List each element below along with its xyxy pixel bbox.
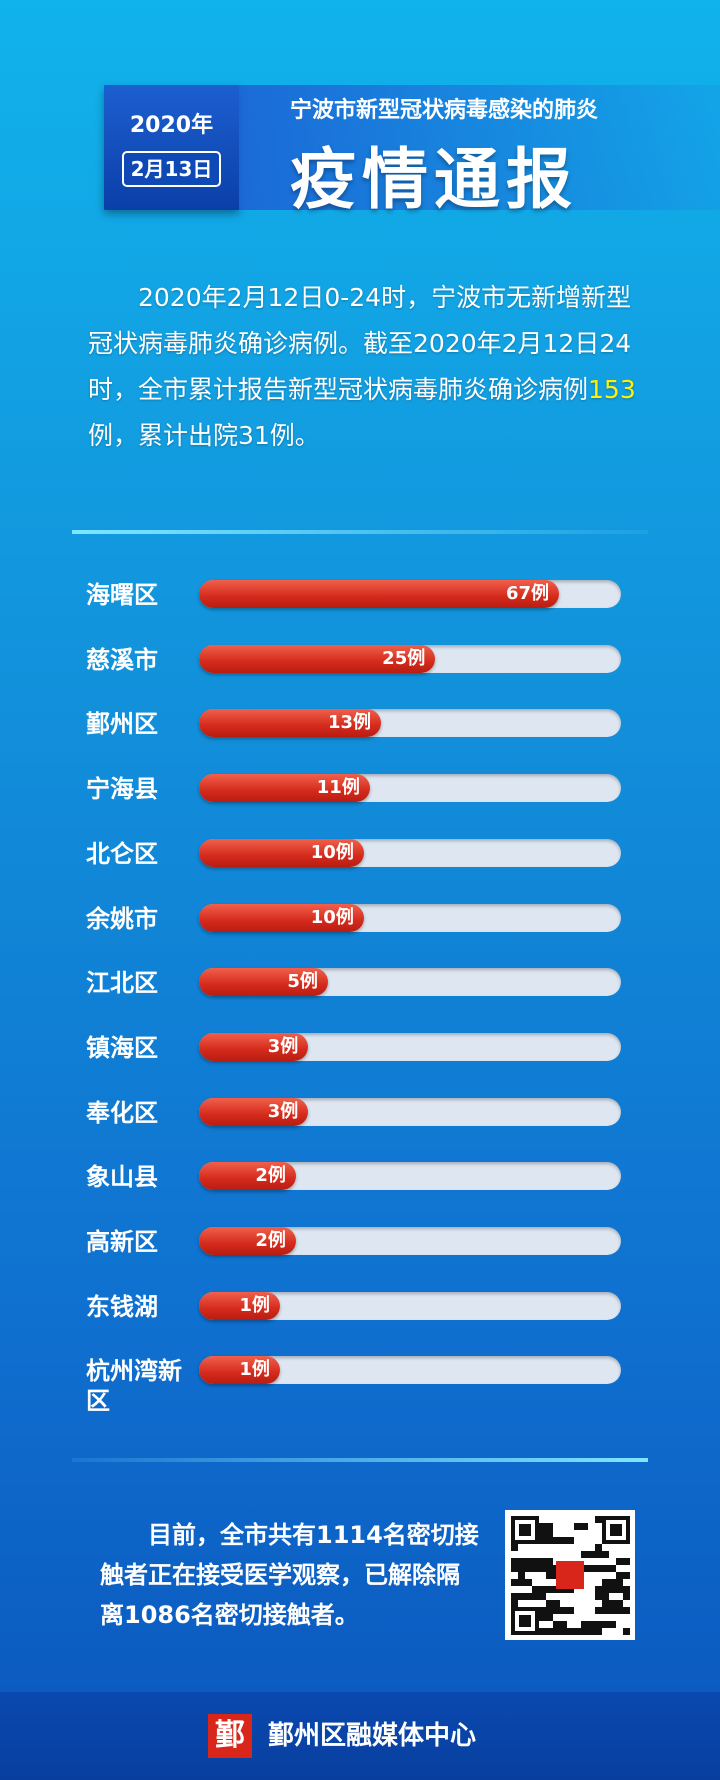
bar (199, 1356, 280, 1385)
bar (199, 838, 364, 867)
category-label: 高新区 (86, 1228, 158, 1256)
category-label: 象山县 (86, 1163, 158, 1192)
category-label: 慈溪市 (86, 645, 158, 674)
divider (72, 1458, 648, 1462)
bar (199, 1097, 309, 1126)
bottom-band (0, 1692, 720, 1780)
category-label: 宁海县 (86, 775, 158, 804)
footer-text: 目前，全市共有1114名密切接触者正在接受医学观察，已解除隔离1086名密切接触… (100, 1521, 479, 1629)
date: 2月13日 (122, 151, 221, 187)
logo: 鄞 (208, 1714, 252, 1758)
bar (199, 1032, 309, 1061)
value-label: 10例 (310, 841, 354, 863)
category-label: 海曙区 (86, 581, 158, 609)
qr-logo (556, 1561, 584, 1589)
bar-row: 东钱湖 1例 (0, 1291, 720, 1348)
value-label: 3例 (267, 1100, 299, 1122)
value-label: 13例 (328, 712, 372, 734)
header-box: 2020年 2月13日 (104, 85, 239, 210)
header-band (239, 85, 720, 210)
value-label: 1例 (239, 1294, 270, 1316)
category-label: 杭州湾新区 (86, 1357, 182, 1416)
intro-text: 2020年2月12日0-24时，宁波市无新增新型冠状病毒肺炎确诊病例。截至202… (88, 283, 632, 404)
year: 2020年 (129, 113, 214, 138)
chart: 海曙区 67例 慈溪市 25例 鄞州区 13例 宁海县 11例 北仑区 10例 余姚市 10例 江北区 5… (0, 580, 720, 1440)
bar-row: 杭州湾新区 1例 (0, 1356, 720, 1415)
highlight: 153 (588, 375, 636, 404)
bar-row: 北仑区 10例 (0, 838, 720, 895)
category-label: 镇海区 (86, 1033, 158, 1062)
divider (72, 530, 648, 534)
value-label: 5例 (287, 971, 318, 993)
bar-row: 高新区 2例 (0, 1227, 720, 1283)
bar (199, 1227, 296, 1255)
value-label: 2例 (255, 1230, 286, 1251)
bar-row: 镇海区 3例 (0, 1032, 720, 1089)
category-label: 奉化区 (86, 1098, 158, 1127)
bar-row: 宁海县 11例 (0, 774, 720, 830)
bar (199, 709, 382, 738)
value-label: 2例 (255, 1165, 286, 1187)
org: 鄞州区融媒体中心 (268, 1721, 477, 1751)
category-label: 东钱湖 (86, 1292, 158, 1321)
bar (199, 774, 370, 803)
intro: 2020年2月12日0-24时，宁波市无新增新型冠状病毒肺炎确诊病例。截至202… (88, 275, 648, 459)
value-label: 11例 (316, 777, 360, 799)
bar-row: 鄞州区 13例 (0, 709, 720, 765)
category-label: 江北区 (86, 969, 158, 998)
bar (199, 1291, 280, 1320)
bar (199, 644, 436, 673)
category-label: 鄞州区 (86, 710, 158, 739)
bar (199, 968, 328, 997)
category-label: 余姚市 (86, 904, 158, 933)
title: 疫情通报 (290, 141, 578, 218)
bar-row: 江北区 5例 (0, 968, 720, 1024)
value-label: 25例 (382, 647, 426, 669)
bar-row: 余姚市 10例 (0, 903, 720, 960)
category-label: 北仑区 (86, 839, 158, 868)
qr-code (505, 1510, 635, 1640)
value-label: 3例 (267, 1035, 299, 1057)
value-label: 1例 (239, 1359, 270, 1381)
bar (199, 903, 364, 932)
value-label: 10例 (310, 906, 354, 928)
value-label: 67例 (505, 583, 549, 604)
bar-row: 奉化区 3例 (0, 1097, 720, 1154)
qr-modules (511, 1516, 630, 1635)
bar-row: 慈溪市 25例 (0, 644, 720, 701)
bar-row: 海曙区 67例 (0, 580, 720, 636)
intro-text: 例，累计出院31例。 (88, 421, 320, 450)
bar (199, 1162, 296, 1191)
bar (199, 580, 559, 608)
subtitle: 宁波市新型冠状病毒感染的肺炎 (290, 98, 599, 123)
bar-row: 象山县 2例 (0, 1162, 720, 1218)
